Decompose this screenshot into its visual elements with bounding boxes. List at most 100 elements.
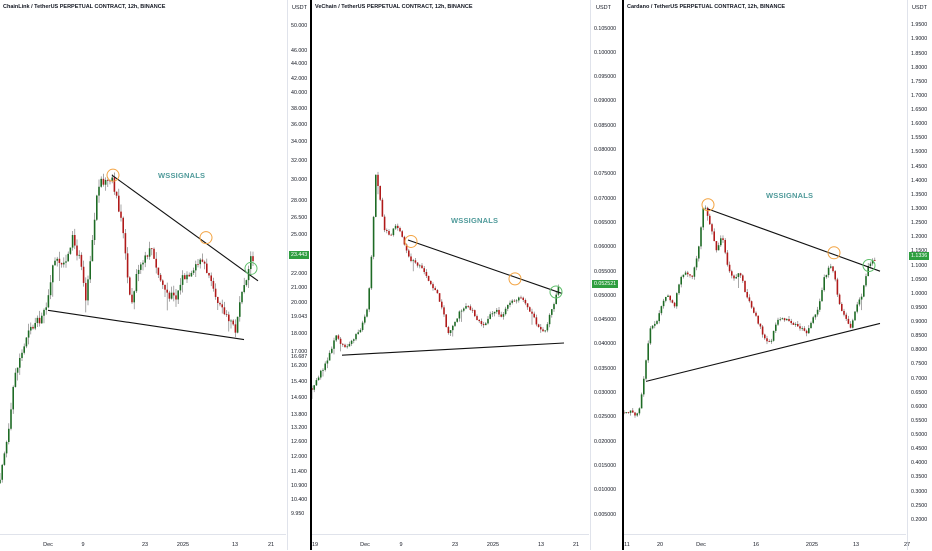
y-tick-label: 0.3500 (911, 474, 928, 481)
candle-down (803, 328, 806, 331)
candle-down (691, 275, 693, 277)
candle-down (312, 388, 313, 390)
candle-up (366, 309, 368, 317)
candle-up (63, 262, 65, 265)
y-tick-label: 0.065000 (594, 219, 617, 226)
candle-up (698, 246, 700, 259)
candle-up (693, 267, 696, 277)
candle-up (199, 259, 201, 265)
y-tick-label: 0.5500 (911, 417, 928, 424)
candle-down (399, 228, 401, 232)
candle-down (478, 319, 480, 322)
candle-down (427, 275, 430, 281)
candle-up (511, 300, 513, 303)
candle-up (544, 330, 546, 332)
candle-down (337, 335, 340, 339)
y-axis[interactable]: USDT 50.000 46.000 44.000 42.000 40.000 38.00… (287, 0, 311, 550)
candle-down (401, 231, 403, 237)
candle-up (814, 314, 817, 318)
candle-up (241, 291, 243, 303)
candle-down (80, 254, 83, 267)
candle-up (135, 274, 138, 292)
candle-up (830, 266, 832, 268)
y-tick-label: 0.015000 (594, 462, 617, 469)
candle-up (452, 325, 454, 331)
x-axis[interactable]: 19 Dec 9 23 2025 13 21 (312, 534, 589, 551)
candle-up (553, 304, 555, 310)
candlestick-chart[interactable] (312, 0, 589, 550)
candle-down (115, 191, 118, 196)
candle-down (214, 288, 217, 297)
candle-up (865, 276, 867, 286)
candle-up (636, 413, 638, 416)
candle-down (344, 344, 346, 348)
candle-up (678, 284, 680, 294)
y-axis[interactable]: USDT 1.9500 1.9000 1.8500 1.8000 1.7500 1.700… (907, 0, 932, 550)
candle-down (381, 199, 384, 217)
candle-up (78, 254, 80, 256)
candle-down (790, 320, 792, 324)
candlestick-chart[interactable] (624, 0, 906, 550)
candle-down (874, 259, 876, 261)
candle-down (201, 259, 204, 262)
candlestick-chart[interactable] (0, 0, 286, 550)
chart-panel-cardano[interactable]: Cardano / TetherUS PERPETUAL CONTRACT, 1… (624, 0, 932, 550)
candle-down (841, 303, 843, 311)
candle-up (36, 317, 39, 323)
candle-down (709, 215, 711, 225)
y-tick-label: 0.100000 (594, 49, 617, 56)
candle-up (170, 292, 173, 299)
y-tick-label: 0.075000 (594, 171, 617, 178)
chart-panel-vechain[interactable]: VeChain / TetherUS PERPETUAL CONTRACT, 1… (312, 0, 622, 550)
candle-down (82, 266, 85, 283)
candle-up (34, 322, 36, 329)
candle-up (777, 319, 779, 325)
candle-down (671, 300, 674, 303)
y-tick-label: 0.020000 (594, 438, 617, 445)
candle-up (8, 428, 10, 443)
y-tick-label: 1.1000 (911, 262, 928, 269)
candle-up (355, 334, 357, 340)
candle-up (812, 317, 814, 323)
candle-up (179, 284, 182, 291)
y-tick-label: 0.4000 (911, 460, 928, 467)
candle-up (56, 258, 58, 261)
candle-down (761, 326, 764, 335)
candle-up (507, 304, 509, 309)
y-tick-label: 1.2000 (911, 234, 928, 241)
candle-down (739, 273, 742, 276)
candle-down (513, 300, 516, 302)
y-tick-label: 1.4000 (911, 177, 928, 184)
candle-down (471, 309, 474, 311)
candle-up (14, 372, 17, 387)
candle-down (746, 291, 748, 298)
candle-down (755, 312, 757, 316)
candle-down (687, 272, 689, 275)
breakout-marker (549, 285, 563, 299)
candle-down (748, 297, 751, 302)
candle-down (722, 238, 724, 240)
x-axis[interactable]: 11 20 Dec 16 2025 13 27 (624, 534, 910, 551)
y-tick-label: 10.900 (291, 483, 308, 490)
watermark: WSSIGNALS (451, 216, 499, 225)
y-tick-label: 0.095000 (594, 74, 617, 81)
y-tick-label: 0.085000 (594, 122, 617, 129)
candle-down (744, 280, 746, 292)
candle-down (234, 324, 237, 333)
y-tick-label: 1.7000 (911, 92, 928, 99)
candle-down (726, 252, 729, 265)
candle-up (67, 253, 69, 262)
candle-up (680, 276, 682, 285)
y-axis[interactable]: USDT 0.105000 0.100000 0.095000 0.090000 0.0… (590, 0, 623, 550)
chart-panel-chainlink[interactable]: ChainLink / TetherUS PERPETUAL CONTRACT,… (0, 0, 310, 550)
candle-up (25, 337, 28, 347)
y-tick-label: 0.005000 (594, 511, 617, 518)
resistance-touch-marker (827, 246, 841, 260)
candle-up (346, 346, 348, 348)
y-tick-label: 0.090000 (594, 98, 617, 105)
candle-down (750, 301, 753, 308)
candle-down (126, 253, 129, 278)
candle-up (810, 322, 812, 329)
x-axis[interactable]: Dec 9 23 2025 13 21 (0, 534, 286, 551)
candle-up (41, 315, 43, 324)
